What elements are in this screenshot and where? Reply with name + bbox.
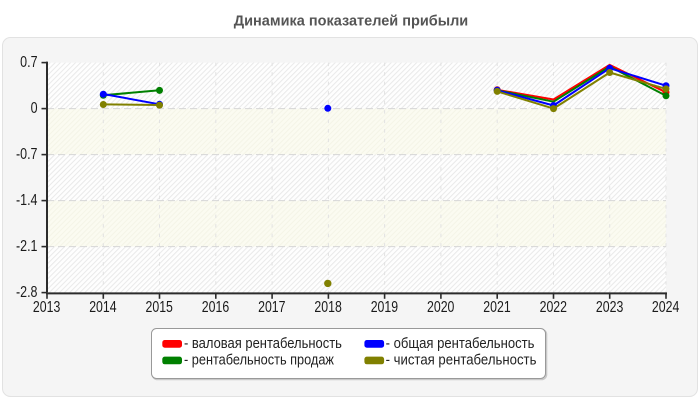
svg-text:2019: 2019 [371, 298, 398, 316]
svg-text:- валовая рентабельность: - валовая рентабельность [184, 334, 342, 351]
svg-text:-2.1: -2.1 [16, 237, 38, 255]
svg-text:- рентабельность продаж: - рентабельность продаж [184, 351, 335, 368]
svg-text:- общая рентабельность: - общая рентабельность [386, 334, 535, 351]
svg-text:2017: 2017 [258, 298, 285, 316]
svg-text:-1.4: -1.4 [16, 191, 38, 209]
svg-text:2018: 2018 [314, 298, 341, 316]
svg-text:2013: 2013 [33, 298, 60, 316]
svg-text:2022: 2022 [540, 298, 567, 316]
svg-text:2016: 2016 [202, 298, 229, 316]
svg-text:2021: 2021 [483, 298, 510, 316]
svg-text:2014: 2014 [89, 298, 116, 316]
svg-text:2015: 2015 [146, 298, 173, 316]
svg-text:2024: 2024 [652, 298, 679, 316]
svg-text:Динамика показателей прибыли: Динамика показателей прибыли [234, 14, 468, 30]
svg-text:-0.7: -0.7 [16, 145, 38, 163]
svg-text:2020: 2020 [427, 298, 454, 316]
svg-text:-2.8: -2.8 [16, 283, 38, 301]
svg-text:0.7: 0.7 [20, 53, 37, 71]
svg-text:2023: 2023 [596, 298, 623, 316]
svg-text:- чистая рентабельность: - чистая рентабельность [386, 351, 537, 368]
svg-text:0: 0 [31, 99, 38, 117]
